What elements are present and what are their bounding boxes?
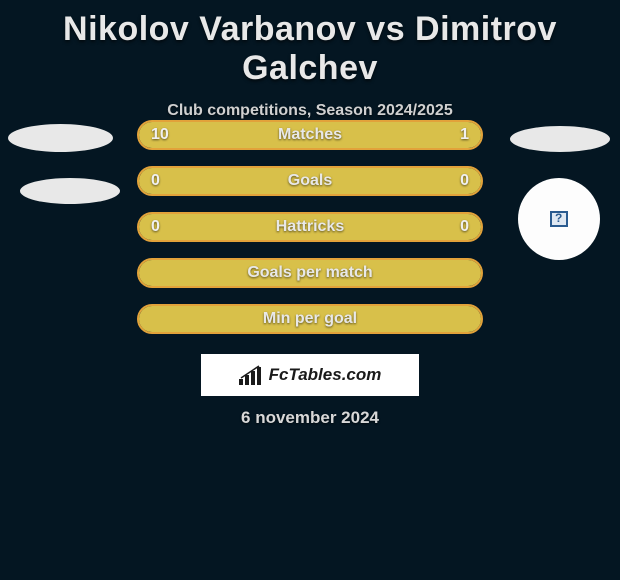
stat-value-left: 0 xyxy=(151,214,160,240)
page-title: Nikolov Varbanov vs Dimitrov Galchev xyxy=(0,0,620,88)
player2-logo-placeholder xyxy=(510,126,610,152)
missing-image-icon xyxy=(550,211,568,227)
stat-row: Goals per match xyxy=(137,258,483,288)
subtitle: Club competitions, Season 2024/2025 xyxy=(0,102,620,120)
player1-logo-placeholder xyxy=(8,124,113,152)
stat-row: Hattricks0 0 xyxy=(137,212,483,242)
stat-value-right: 1 xyxy=(460,122,469,148)
stat-label: Min per goal xyxy=(139,306,481,332)
stats-container: Matches101Goals00Hattricks00Goals per ma… xyxy=(137,120,483,350)
player1-club-placeholder xyxy=(20,178,120,204)
stat-label: Matches xyxy=(139,122,481,148)
branding-text: FcTables.com xyxy=(269,365,382,385)
stat-value-left: 0 xyxy=(151,168,160,194)
stat-label: Goals per match xyxy=(139,260,481,286)
branding-badge: FcTables.com xyxy=(201,354,419,396)
stat-value-right: 0 xyxy=(460,168,469,194)
stat-value-left: 10 xyxy=(151,122,169,148)
stat-row: Min per goal xyxy=(137,304,483,334)
date-text: 6 november 2024 xyxy=(0,408,620,428)
stat-row: Matches10 1 xyxy=(137,120,483,150)
stat-row: Goals0 0 xyxy=(137,166,483,196)
bars-icon xyxy=(239,365,263,385)
stat-label: Hattricks xyxy=(139,214,481,240)
player2-photo-placeholder xyxy=(518,178,600,260)
stat-value-right: 0 xyxy=(460,214,469,240)
stat-label: Goals xyxy=(139,168,481,194)
